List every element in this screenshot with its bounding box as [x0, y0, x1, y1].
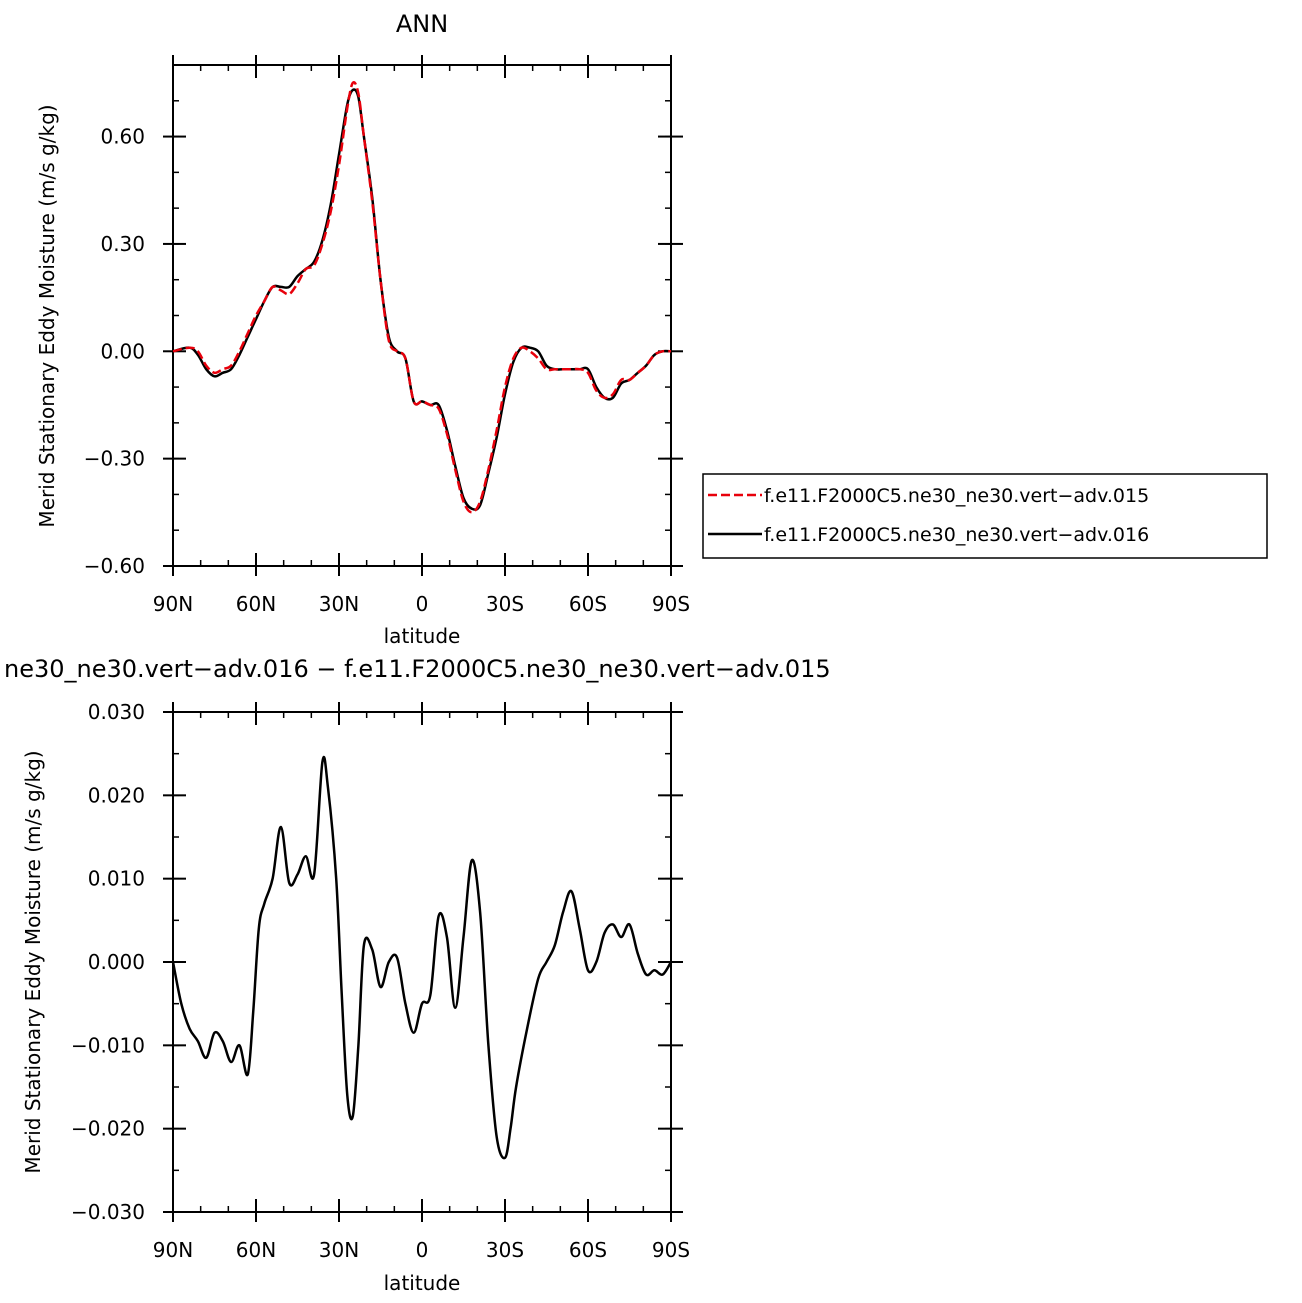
- bottom-y-tick-label: 0.020: [88, 783, 145, 807]
- top-chart-title: ANN: [396, 10, 448, 38]
- bottom-series-line-1: [171, 755, 673, 1160]
- legend-label-016: f.e11.F2000C5.ne30_ne30.vert−adv.016: [764, 524, 1149, 546]
- top-y-tick-label: 0.30: [100, 232, 145, 256]
- bottom-x-axis-label: latitude: [384, 1271, 461, 1295]
- bottom-x-tick-label: 90S: [652, 1238, 690, 1262]
- bottom-y-tick-label: 0.010: [88, 867, 145, 891]
- top-plot-area: 90N 60N 30N 0 30S 60S 90S −0.60 −0.30 0.00 0.30 0.6…: [84, 55, 690, 616]
- top-x-tick-label: 90S: [652, 592, 690, 616]
- top-y-tick-label: −0.30: [84, 447, 145, 471]
- bottom-x-tick-label: 60S: [569, 1238, 607, 1262]
- top-y-tick-label: 0.60: [100, 125, 145, 149]
- top-x-tick-label: 60S: [569, 592, 607, 616]
- bottom-y-tick-label: −0.010: [71, 1033, 145, 1057]
- top-x-tick-label: 90N: [153, 592, 193, 616]
- top-y-tick-label: 0.00: [100, 339, 145, 363]
- bottom-y-tick-label: −0.030: [71, 1200, 145, 1224]
- top-x-tick-label: 30S: [486, 592, 524, 616]
- bottom-x-tick-label: 0: [416, 1238, 429, 1262]
- legend-box: [702, 473, 1268, 559]
- bottom-y-tick-label: −0.020: [71, 1117, 145, 1141]
- top-x-axis-label: latitude: [384, 624, 461, 648]
- top-y-tick-label: −0.60: [84, 554, 145, 578]
- bottom-y-tick-label: 0.000: [88, 950, 145, 974]
- top-y-axis-label: Merid Stationary Eddy Moisture (m/s g/kg…: [35, 104, 59, 527]
- bottom-x-tick-label: 60N: [236, 1238, 276, 1262]
- top-panel: ANN 90N 60N 30N 0 30S 60S 90S −0.60 −0.30 0.00 0.3…: [35, 10, 1268, 648]
- top-plot-frame: [172, 64, 672, 567]
- bottom-x-tick-label: 90N: [153, 1238, 193, 1262]
- bottom-panel: ne30_ne30.vert−adv.016 − f.e11.F2000C5.n…: [4, 655, 831, 1295]
- top-series-line-2: [172, 88, 672, 511]
- bottom-y-axis-label: Merid Stationary Eddy Moisture (m/s g/kg…: [21, 750, 45, 1173]
- top-x-tick-label: 60N: [236, 592, 276, 616]
- legend-label-015: f.e11.F2000C5.ne30_ne30.vert−adv.015: [764, 485, 1149, 507]
- bottom-x-tick-label: 30S: [486, 1238, 524, 1262]
- bottom-x-tick-label: 30N: [319, 1238, 359, 1262]
- bottom-chart-title: ne30_ne30.vert−adv.016 − f.e11.F2000C5.n…: [4, 655, 831, 683]
- bottom-y-tick-label: 0.030: [88, 700, 145, 724]
- bottom-plot-area: 90N 60N 30N 0 30S 60S 90S −0.030 −0.020 −0.010 0.0…: [71, 700, 690, 1262]
- top-x-tick-label: 0: [416, 592, 429, 616]
- top-x-tick-label: 30N: [319, 592, 359, 616]
- legend: f.e11.F2000C5.ne30_ne30.vert−adv.015 f.e…: [702, 473, 1268, 559]
- top-series-line-1: [172, 81, 672, 514]
